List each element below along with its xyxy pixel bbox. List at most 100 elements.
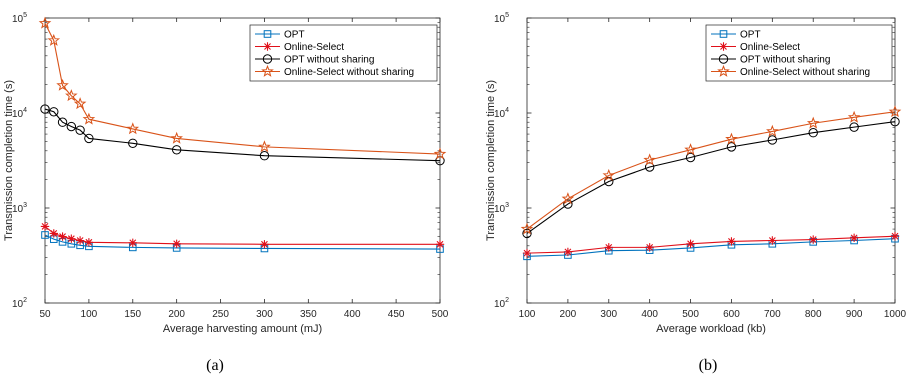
y-tick-label: 104 (12, 107, 27, 120)
x-tick-label: 900 (846, 309, 863, 320)
series-line (526, 111, 896, 230)
data-point (126, 122, 140, 135)
x-tick-label: 500 (682, 309, 699, 320)
legend-marker (263, 42, 272, 51)
legend-box (249, 24, 438, 82)
legend-entry: Online-Select without sharing (255, 64, 414, 78)
x-tick-label: 600 (723, 309, 740, 320)
x-tick-label: 400 (344, 309, 361, 320)
data-point (602, 168, 616, 181)
legend-label: Online-Select without sharing (284, 67, 414, 78)
data-point (767, 135, 778, 145)
x-tick-label: 50 (39, 309, 51, 320)
data-point (170, 131, 183, 144)
y-tick-base: 10 (494, 299, 506, 310)
data-point (40, 222, 50, 231)
legend-label: OPT without sharing (740, 55, 830, 66)
data-point (725, 132, 738, 145)
data-point (128, 238, 137, 248)
y-tick-base: 10 (12, 204, 24, 215)
x-tick-label: 250 (212, 309, 229, 320)
x-tick-label: 200 (560, 309, 577, 320)
data-point (849, 233, 859, 243)
data-point (49, 229, 58, 238)
y-tick-base: 10 (12, 14, 24, 25)
legend-label: Online-Select without sharing (740, 67, 870, 78)
data-point (522, 248, 532, 258)
data-point (73, 97, 87, 110)
data-point (172, 239, 181, 248)
series-opt-no-share (522, 116, 900, 239)
data-point (41, 231, 49, 239)
y-tick-exponent: 3 (505, 202, 509, 209)
legend-marker (719, 42, 728, 51)
legend-label: Online-Select (740, 42, 800, 53)
data-point (645, 243, 654, 252)
y-tick-exponent: 4 (23, 107, 27, 114)
legend-entry: OPT without sharing (255, 54, 374, 66)
data-point (58, 232, 67, 241)
x-tick-label: 500 (432, 309, 449, 320)
legend-marker (261, 64, 274, 77)
data-point (727, 237, 736, 246)
data-point (75, 236, 85, 245)
legend-marker (263, 30, 272, 38)
x-tick-label: 350 (300, 309, 317, 320)
x-tick-label: 400 (641, 309, 658, 320)
data-point (49, 107, 59, 117)
data-point (684, 143, 697, 156)
y-tick-exponent: 2 (23, 297, 27, 304)
data-point (726, 142, 737, 152)
y-tick-label: 105 (494, 12, 509, 25)
data-point (260, 240, 269, 249)
legend-entry: OPT (255, 30, 305, 41)
legend-box (705, 24, 893, 82)
series-line (44, 108, 441, 162)
legend-marker (717, 64, 730, 77)
series-line (44, 234, 441, 250)
x-tick-label: 700 (764, 309, 781, 320)
data-point (561, 192, 575, 205)
series-online-no-share (520, 105, 902, 235)
data-point (768, 236, 777, 245)
data-point (643, 153, 656, 166)
legend-label: OPT (740, 30, 761, 41)
figure-caption: (a) (206, 357, 224, 374)
data-point (65, 89, 78, 102)
y-tick-base: 10 (494, 14, 506, 25)
chart-b: 100 200 300 400 500 600 700 800 900 1000102103104… (485, 12, 907, 374)
y-tick-base: 10 (494, 109, 506, 120)
data-point (890, 231, 900, 241)
legend-label: Online-Select (284, 42, 344, 53)
y-tick-exponent: 5 (23, 12, 27, 19)
data-point (563, 199, 573, 209)
data-point (67, 234, 76, 243)
y-tick-label: 102 (494, 297, 509, 310)
data-point (888, 105, 902, 118)
data-point (766, 124, 779, 137)
series-line (526, 235, 896, 254)
legend-entry: OPT without sharing (711, 54, 830, 66)
data-point (433, 147, 447, 160)
legend-marker (262, 54, 273, 64)
series-line (526, 238, 896, 257)
data-point (847, 110, 861, 123)
data-point (563, 247, 573, 257)
data-point (128, 138, 138, 148)
y-axis-label: Transmission completion time (s) (3, 80, 15, 241)
data-point (84, 238, 94, 247)
x-tick-label: 100 (81, 309, 98, 320)
x-tick-label: 450 (388, 309, 405, 320)
data-point (258, 140, 271, 153)
data-point (82, 112, 96, 125)
data-point (171, 145, 182, 155)
legend-marker (719, 30, 728, 38)
legend-label: OPT (284, 30, 305, 41)
legend-entry: Online-Select (255, 42, 344, 53)
data-point (40, 104, 50, 114)
legend-label: OPT without sharing (284, 55, 374, 66)
y-tick-label: 104 (494, 107, 509, 120)
